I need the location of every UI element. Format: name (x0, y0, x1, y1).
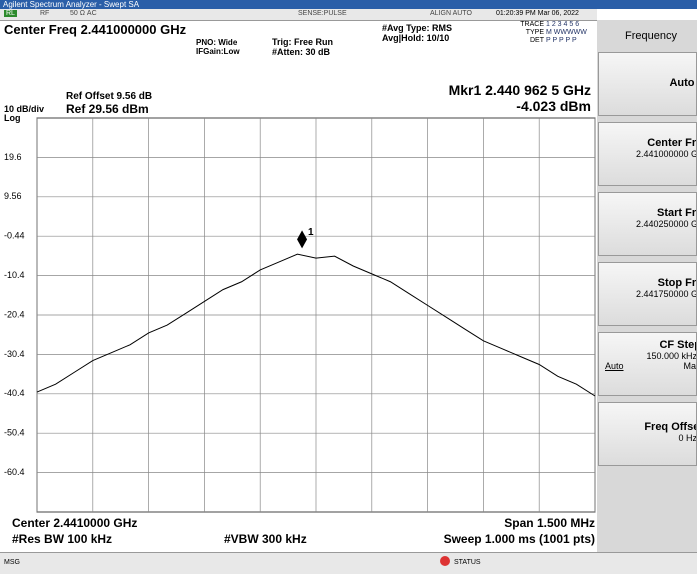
label: Start Freq (657, 207, 697, 219)
softkey[interactable]: Auto Tune (598, 52, 697, 116)
marker-label: 1 (308, 227, 314, 238)
trace (36, 253, 596, 397)
trace-labels: TRACE TYPE DET (520, 21, 544, 45)
footer-center: Center 2.4410000 GHz (12, 516, 138, 530)
status: STATUS (454, 559, 481, 566)
footer-rbw: #Res BW 100 kHz (12, 532, 113, 546)
msg: MSG (4, 559, 20, 566)
menu-title[interactable]: Frequency (625, 30, 677, 42)
footer-sweep: Sweep 1.000 ms (1001 pts) (443, 532, 595, 546)
y-tick-label: 19.6 (4, 152, 22, 162)
value: M WWWWW (546, 29, 587, 36)
y-tick-label: -60.4 (4, 467, 25, 477)
avg-hold: Avg|Hold: 10/10 (382, 33, 450, 43)
y-tick-label: -40.4 (4, 388, 25, 398)
softkey[interactable]: Freq Offset0 Hz (598, 402, 697, 466)
pno: PNO: Wide (196, 38, 238, 47)
trig: Trig: Free Run (272, 37, 334, 47)
status-item: SENSE:PULSE (298, 10, 347, 17)
label: Auto Tune (669, 77, 696, 89)
atten: #Atten: 30 dB (272, 47, 331, 57)
avg-type: #Avg Type: RMS (382, 23, 453, 33)
status-item: ALIGN AUTO (430, 10, 472, 17)
y-tick-label: -20.4 (4, 309, 25, 319)
toggle: Auto Man (599, 361, 696, 371)
status-icon (440, 556, 450, 566)
label: DET (530, 37, 544, 44)
window-title: Agilent Spectrum Analyzer - Swept SA (3, 0, 140, 9)
status-item: RL (4, 10, 17, 17)
man: Man (683, 361, 696, 371)
auto: Auto (605, 361, 624, 371)
value: 2.440250000 GHz (635, 219, 696, 229)
ifgain: IFGain:Low (196, 47, 240, 56)
log: Log (4, 113, 21, 123)
marker (297, 230, 308, 249)
label: Center Freq (647, 137, 697, 149)
label: Freq Offset (644, 421, 696, 433)
marker-level: -4.023 dBm (516, 98, 591, 114)
value: P P P P P (546, 37, 577, 44)
value: 1 2 3 4 5 6 (546, 21, 580, 28)
label: Stop Freq (657, 277, 697, 289)
y-tick-label: -0.44 (4, 231, 25, 241)
value: 0 Hz (678, 433, 697, 443)
message-bar: MSG STATUS (0, 552, 697, 574)
title-bar: Agilent Spectrum Analyzer - Swept SA (0, 0, 697, 9)
label: TRACE (520, 21, 544, 28)
status-item: 50 Ω AC (70, 10, 97, 17)
y-tick-label: -30.4 (4, 349, 25, 359)
status-bar: RL RF 50 Ω AC SENSE:PULSE ALIGN AUTO 01:… (0, 9, 597, 21)
footer-vbw: #VBW 300 kHz (224, 532, 307, 546)
y-tick-label: -50.4 (4, 428, 25, 438)
center-freq: Center Freq 2.441000000 GHz (4, 22, 187, 37)
ref-level: Ref 29.56 dBm (66, 102, 149, 116)
label: CF Step (659, 339, 697, 351)
y-tick-label: 9.56 (4, 191, 22, 201)
status-item: RF (40, 10, 50, 17)
status-item: 01:20:39 PM Mar 06, 2022 (496, 10, 579, 17)
y-tick-label: -10.4 (4, 270, 25, 280)
footer-span: Span 1.500 MHz (504, 516, 595, 530)
value: 2.441000000 GHz (635, 149, 696, 159)
ref-offset: Ref Offset 9.56 dB (66, 91, 153, 102)
marker-freq: Mkr1 2.440 962 5 GHz (448, 82, 591, 98)
label: TYPE (525, 29, 544, 36)
value: 2.441750000 GHz (635, 289, 696, 299)
scale: 10 dB/div (4, 104, 45, 114)
value: 150.000 kHz (646, 351, 697, 361)
